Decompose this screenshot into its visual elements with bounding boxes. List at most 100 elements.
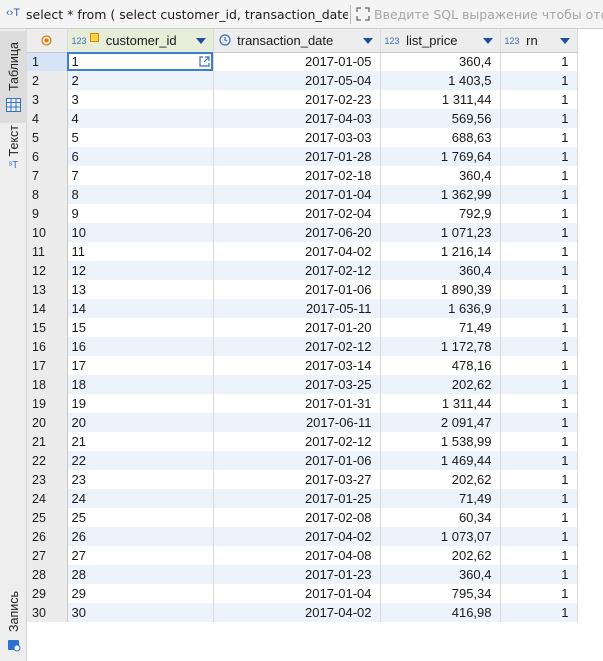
cell-list-price[interactable]: 478,16 <box>380 356 501 375</box>
cell-customer-id[interactable]: 16 <box>67 337 214 356</box>
table-row[interactable]: 6 6 2017-01-28 1 769,64 1 <box>27 147 578 166</box>
open-editor-icon[interactable] <box>198 55 211 68</box>
cell-rn[interactable]: 1 <box>500 508 578 527</box>
cell-list-price[interactable]: 792,9 <box>380 204 501 223</box>
cell-customer-id[interactable]: 2 <box>67 71 214 90</box>
cell-transaction-date[interactable]: 2017-06-11 <box>213 413 381 432</box>
cell-customer-id[interactable]: 6 <box>67 147 214 166</box>
cell-customer-id[interactable]: 11 <box>67 242 214 261</box>
cell-customer-id[interactable]: 13 <box>67 280 214 299</box>
table-row[interactable]: 17 17 2017-03-14 478,16 1 <box>27 356 578 375</box>
cell-transaction-date[interactable]: 2017-01-04 <box>213 584 381 603</box>
row-number[interactable]: 17 <box>27 356 68 375</box>
sort-arrow-icon[interactable] <box>559 38 570 44</box>
cell-list-price[interactable]: 795,34 <box>380 584 501 603</box>
row-number[interactable]: 7 <box>27 166 68 185</box>
table-row[interactable]: 18 18 2017-03-25 202,62 1 <box>27 375 578 394</box>
cell-customer-id[interactable]: 26 <box>67 527 214 546</box>
cell-transaction-date[interactable]: 2017-01-05 <box>213 52 381 71</box>
table-row[interactable]: 16 16 2017-02-12 1 172,78 1 <box>27 337 578 356</box>
tab-table[interactable]: Таблица <box>0 31 27 123</box>
cell-customer-id[interactable]: 20 <box>67 413 214 432</box>
cell-rn[interactable]: 1 <box>500 413 578 432</box>
cell-list-price[interactable]: 688,63 <box>380 128 501 147</box>
cell-rn[interactable]: 1 <box>500 166 578 185</box>
table-row[interactable]: 5 5 2017-03-03 688,63 1 <box>27 128 578 147</box>
table-row[interactable]: 10 10 2017-06-20 1 071,23 1 <box>27 223 578 242</box>
table-row[interactable]: 8 8 2017-01-04 1 362,99 1 <box>27 185 578 204</box>
cell-rn[interactable]: 1 <box>500 52 578 71</box>
table-row[interactable]: 24 24 2017-01-25 71,49 1 <box>27 489 578 508</box>
row-number[interactable]: 2 <box>27 71 68 90</box>
cell-transaction-date[interactable]: 2017-05-11 <box>213 299 381 318</box>
cell-rn[interactable]: 1 <box>500 584 578 603</box>
cell-transaction-date[interactable]: 2017-01-23 <box>213 565 381 584</box>
cell-list-price[interactable]: 1 071,23 <box>380 223 501 242</box>
table-row[interactable]: 3 3 2017-02-23 1 311,44 1 <box>27 90 578 109</box>
table-row[interactable]: 21 21 2017-02-12 1 538,99 1 <box>27 432 578 451</box>
cell-list-price[interactable]: 1 216,14 <box>380 242 501 261</box>
cell-customer-id[interactable]: 21 <box>67 432 214 451</box>
table-row[interactable]: 13 13 2017-01-06 1 890,39 1 <box>27 280 578 299</box>
table-row[interactable]: 7 7 2017-02-18 360,4 1 <box>27 166 578 185</box>
row-number[interactable]: 4 <box>27 109 68 128</box>
cell-list-price[interactable]: 202,62 <box>380 546 501 565</box>
cell-customer-id[interactable]: 17 <box>67 356 214 375</box>
row-number[interactable]: 9 <box>27 204 68 223</box>
cell-transaction-date[interactable]: 2017-03-14 <box>213 356 381 375</box>
row-number[interactable]: 28 <box>27 565 68 584</box>
cell-rn[interactable]: 1 <box>500 318 578 337</box>
cell-transaction-date[interactable]: 2017-01-04 <box>213 185 381 204</box>
cell-transaction-date[interactable]: 2017-02-18 <box>213 166 381 185</box>
cell-rn[interactable]: 1 <box>500 109 578 128</box>
row-number[interactable]: 24 <box>27 489 68 508</box>
cell-transaction-date[interactable]: 2017-04-02 <box>213 603 381 622</box>
cell-rn[interactable]: 1 <box>500 242 578 261</box>
cell-transaction-date[interactable]: 2017-01-06 <box>213 280 381 299</box>
cell-rn[interactable]: 1 <box>500 71 578 90</box>
cell-list-price[interactable]: 60,34 <box>380 508 501 527</box>
cell-rn[interactable]: 1 <box>500 394 578 413</box>
cell-transaction-date[interactable]: 2017-06-20 <box>213 223 381 242</box>
table-row[interactable]: 9 9 2017-02-04 792,9 1 <box>27 204 578 223</box>
cell-list-price[interactable]: 71,49 <box>380 318 501 337</box>
cell-rn[interactable]: 1 <box>500 565 578 584</box>
cell-list-price[interactable]: 1 362,99 <box>380 185 501 204</box>
cell-rn[interactable]: 1 <box>500 432 578 451</box>
row-number[interactable]: 14 <box>27 299 68 318</box>
row-number[interactable]: 6 <box>27 147 68 166</box>
cell-list-price[interactable]: 71,49 <box>380 489 501 508</box>
expand-icon[interactable] <box>355 6 371 22</box>
cell-list-price[interactable]: 1 403,5 <box>380 71 501 90</box>
cell-transaction-date[interactable]: 2017-01-06 <box>213 451 381 470</box>
cell-transaction-date[interactable]: 2017-03-27 <box>213 470 381 489</box>
table-row[interactable]: 25 25 2017-02-08 60,34 1 <box>27 508 578 527</box>
cell-rn[interactable]: 1 <box>500 128 578 147</box>
table-row[interactable]: 23 23 2017-03-27 202,62 1 <box>27 470 578 489</box>
cell-customer-id[interactable]: 1 <box>67 52 214 71</box>
cell-rn[interactable]: 1 <box>500 90 578 109</box>
row-number[interactable]: 12 <box>27 261 68 280</box>
sql-filter-input[interactable] <box>374 5 603 24</box>
cell-list-price[interactable]: 360,4 <box>380 565 501 584</box>
table-row[interactable]: 11 11 2017-04-02 1 216,14 1 <box>27 242 578 261</box>
cell-rn[interactable]: 1 <box>500 527 578 546</box>
cell-customer-id[interactable]: 8 <box>67 185 214 204</box>
cell-list-price[interactable]: 1 073,07 <box>380 527 501 546</box>
cell-customer-id[interactable]: 18 <box>67 375 214 394</box>
row-number[interactable]: 10 <box>27 223 68 242</box>
cell-list-price[interactable]: 202,62 <box>380 470 501 489</box>
table-row[interactable]: 4 4 2017-04-03 569,56 1 <box>27 109 578 128</box>
cell-transaction-date[interactable]: 2017-02-08 <box>213 508 381 527</box>
cell-rn[interactable]: 1 <box>500 204 578 223</box>
cell-transaction-date[interactable]: 2017-02-12 <box>213 337 381 356</box>
tab-text[interactable]: Текст ˢT <box>0 119 27 177</box>
cell-list-price[interactable]: 1 636,9 <box>380 299 501 318</box>
sort-arrow-icon[interactable] <box>195 38 206 44</box>
cell-rn[interactable]: 1 <box>500 185 578 204</box>
table-row[interactable]: 27 27 2017-04-08 202,62 1 <box>27 546 578 565</box>
cell-transaction-date[interactable]: 2017-02-23 <box>213 90 381 109</box>
column-header-rn[interactable]: 123 rn <box>500 29 578 53</box>
cell-customer-id[interactable]: 15 <box>67 318 214 337</box>
table-row[interactable]: 28 28 2017-01-23 360,4 1 <box>27 565 578 584</box>
